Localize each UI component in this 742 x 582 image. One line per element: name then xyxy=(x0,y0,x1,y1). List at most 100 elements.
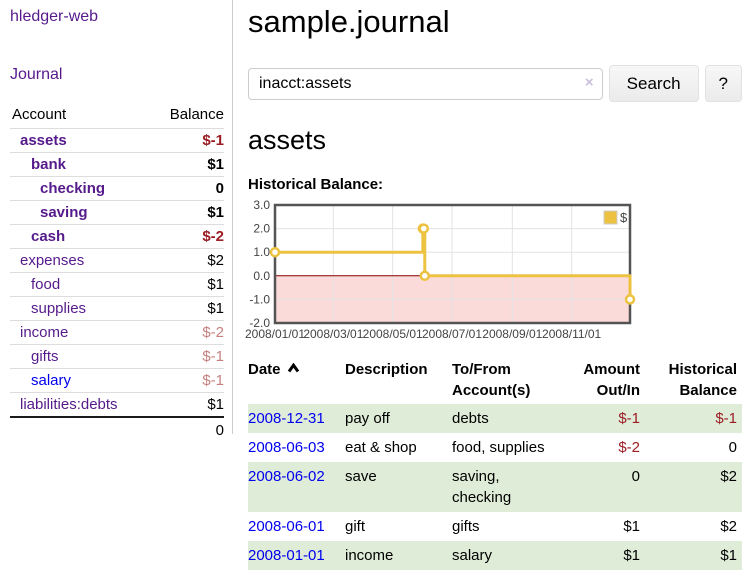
account-balance: $2 xyxy=(150,248,224,273)
svg-text:2008/03/01: 2008/03/01 xyxy=(303,327,363,341)
chart-title: Historical Balance: xyxy=(248,176,384,193)
register-header-balance: Historical Balance xyxy=(668,361,737,399)
transaction-balance: 0 xyxy=(728,439,737,456)
account-balance: $1 xyxy=(150,272,224,297)
account-heading: assets xyxy=(248,125,327,155)
account-link-bank[interactable]: bank xyxy=(31,156,67,173)
transaction-date-link[interactable]: 2008-12-31 xyxy=(248,410,325,427)
register-header-amount: Amount Out/In xyxy=(583,361,640,399)
transaction-balance: $2 xyxy=(646,462,742,512)
account-balance: $-2 xyxy=(150,320,224,345)
account-link-income[interactable]: income xyxy=(20,324,69,341)
account-balance: $1 xyxy=(150,200,224,225)
svg-text:2008/07/01: 2008/07/01 xyxy=(422,327,482,341)
accounts-total-row: 0 xyxy=(10,416,224,443)
account-row-saving: saving $1 xyxy=(10,200,224,225)
account-balance: $-1 xyxy=(150,344,224,369)
transaction-accounts: gifts xyxy=(452,518,480,535)
account-row-salary: salary $-1 xyxy=(10,368,224,393)
search-box: × xyxy=(248,67,603,100)
account-link-salary[interactable]: salary xyxy=(31,372,72,389)
svg-text:2008/11/01: 2008/11/01 xyxy=(542,327,601,341)
account-balance: $1 xyxy=(150,392,224,417)
account-balance: $-1 xyxy=(150,368,224,393)
accounts-header-balance: Balance xyxy=(169,106,224,123)
register-header-description: Description xyxy=(345,361,428,378)
transaction-amount: $1 xyxy=(574,541,646,570)
accounts-header-account: Account xyxy=(12,106,67,123)
help-button[interactable]: ? xyxy=(704,65,742,102)
account-row-gifts: gifts $-1 xyxy=(10,344,224,369)
transaction-accounts: food, supplies xyxy=(452,439,545,456)
svg-text:1.0: 1.0 xyxy=(253,245,270,259)
register-row: 2008-12-31 pay off debts $-1 $-1 xyxy=(248,404,742,433)
sidebar: hledger-web Journal Account Balance asse… xyxy=(0,0,233,443)
transaction-amount: $1 xyxy=(623,518,640,535)
transaction-balance: $1 xyxy=(646,541,742,570)
account-row-liabilities-debts: liabilities:debts $1 xyxy=(10,392,224,417)
transaction-description: pay off xyxy=(345,404,452,433)
register-row: 2008-06-03 eat & shop food, supplies $-2… xyxy=(248,433,742,462)
svg-text:0.0: 0.0 xyxy=(253,269,270,283)
transaction-description: eat & shop xyxy=(345,439,417,456)
account-balance: 0 xyxy=(150,176,224,201)
historical-balance-chart: $3.0 2.0 1.0 0.0 -1.0 -2.02008/01/012008/03/0… xyxy=(245,198,636,341)
account-link-saving[interactable]: saving xyxy=(40,204,88,221)
account-link-expenses[interactable]: expenses xyxy=(20,252,85,269)
register-header-row: Date Description To/From Account(s) Amou… xyxy=(248,357,742,404)
svg-text:-1.0: -1.0 xyxy=(249,292,270,306)
transaction-date-link[interactable]: 2008-06-02 xyxy=(248,468,325,485)
account-row-bank: bank $1 xyxy=(10,152,224,177)
register-table: Date Description To/From Account(s) Amou… xyxy=(248,357,742,570)
register-row: 2008-01-01 income salary $1 $1 xyxy=(248,541,742,570)
sidebar-item-journal[interactable]: Journal xyxy=(10,66,63,83)
register-row: 2008-06-02 save saving, checking 0 $2 xyxy=(248,462,742,512)
svg-text:2008/01/01: 2008/01/01 xyxy=(245,327,305,341)
account-link-cash[interactable]: cash xyxy=(31,228,66,245)
svg-text:2008/05/01: 2008/05/01 xyxy=(363,327,423,341)
register-header-tofrom: To/From Account(s) xyxy=(452,361,531,399)
accounts-total-value: 0 xyxy=(150,416,224,443)
transaction-amount: 0 xyxy=(574,462,646,512)
account-row-assets: assets $-1 xyxy=(10,128,224,153)
account-row-supplies: supplies $1 xyxy=(10,296,224,321)
account-link-liabilities-debts[interactable]: liabilities:debts xyxy=(20,396,118,413)
clear-search-icon[interactable]: × xyxy=(584,73,594,91)
account-link-supplies[interactable]: supplies xyxy=(31,300,87,317)
account-row-income: income $-2 xyxy=(10,320,224,345)
account-row-checking: checking 0 xyxy=(10,176,224,201)
svg-text:2008/09/01: 2008/09/01 xyxy=(482,327,542,341)
transaction-amount: $-2 xyxy=(618,439,640,456)
account-link-assets[interactable]: assets xyxy=(20,132,67,149)
app-title-link[interactable]: hledger-web xyxy=(10,8,99,25)
transaction-date-link[interactable]: 2008-06-03 xyxy=(248,439,325,456)
account-balance: $-1 xyxy=(150,128,224,153)
transaction-description: save xyxy=(345,462,452,512)
account-balance: $1 xyxy=(150,296,224,321)
accounts-header-row: Account Balance xyxy=(10,104,224,129)
sort-ascending-icon xyxy=(287,359,300,380)
page-title: sample.journal xyxy=(248,4,450,39)
account-row-food: food $1 xyxy=(10,272,224,297)
svg-text:$: $ xyxy=(620,210,628,225)
transaction-accounts: salary xyxy=(452,541,574,570)
account-link-checking[interactable]: checking xyxy=(40,180,106,197)
search-button[interactable]: Search xyxy=(608,65,699,102)
account-link-gifts[interactable]: gifts xyxy=(31,348,59,365)
account-balance: $1 xyxy=(150,152,224,177)
search-input[interactable] xyxy=(248,67,603,100)
svg-text:2.0: 2.0 xyxy=(253,222,270,236)
accounts-table: Account Balance assets $-1 bank $1 check… xyxy=(10,104,224,443)
transaction-date-link[interactable]: 2008-06-01 xyxy=(248,518,325,535)
register-header-date[interactable]: Date xyxy=(248,357,345,404)
account-balance: $-2 xyxy=(150,224,224,249)
account-link-food[interactable]: food xyxy=(31,276,61,293)
transaction-amount: $-1 xyxy=(574,404,646,433)
account-row-expenses: expenses $2 xyxy=(10,248,224,273)
search-form: × Search ? xyxy=(248,65,742,102)
transaction-accounts: saving, checking xyxy=(452,462,574,512)
transaction-date-link[interactable]: 2008-01-01 xyxy=(248,547,325,564)
svg-text:3.0: 3.0 xyxy=(253,198,270,212)
transaction-accounts: debts xyxy=(452,404,574,433)
